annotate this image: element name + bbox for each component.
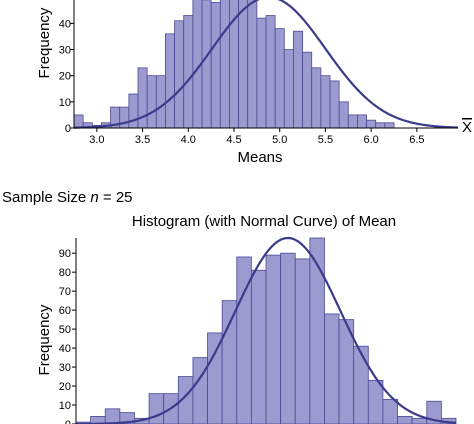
histogram-bar bbox=[165, 33, 175, 129]
histogram-bar bbox=[250, 269, 267, 424]
y-tick-label: 10 bbox=[59, 97, 71, 109]
y-axis-label: Frequency bbox=[36, 7, 53, 78]
means-normal-curve bbox=[73, 0, 459, 129]
histogram-bar bbox=[73, 114, 84, 129]
x-axis-end-label: X bbox=[462, 119, 472, 136]
histogram-bar bbox=[155, 75, 166, 129]
histogram-bar bbox=[357, 114, 367, 129]
y-tick-label: 70 bbox=[59, 286, 71, 298]
y-axis-label: Frequency bbox=[36, 304, 53, 375]
histogram-bar bbox=[382, 398, 398, 424]
histogram-bar bbox=[411, 417, 428, 424]
histogram-bar bbox=[146, 75, 157, 129]
histogram-bar bbox=[384, 122, 395, 129]
y-tick-label: 30 bbox=[59, 45, 71, 57]
y-tick-label: 40 bbox=[59, 343, 71, 355]
histogram-bar bbox=[265, 254, 282, 424]
y-tick-label: 50 bbox=[59, 324, 71, 336]
histogram-bar bbox=[324, 313, 340, 424]
histogram-bar bbox=[329, 80, 340, 129]
chart-title: Histogram (with Normal Curve) of Mean bbox=[132, 213, 396, 230]
x-tick-label: 6.5 bbox=[409, 134, 424, 146]
histogram-bar bbox=[183, 15, 194, 129]
x-tick-label: 4.0 bbox=[181, 134, 196, 146]
histogram-bar bbox=[294, 258, 311, 424]
histogram-bar bbox=[347, 114, 358, 129]
histogram-bar bbox=[119, 106, 130, 129]
y-tick-label: 80 bbox=[59, 267, 71, 279]
sample-size-variable: n bbox=[90, 189, 98, 206]
sample-size-suffix: = 25 bbox=[99, 189, 133, 206]
means-histogram-axes: 0 10 20 30 40 3.0 3.5 4.0 4.5 5.0 5.5 6.0 6.5 bbox=[59, 0, 458, 146]
histogram-bar bbox=[247, 0, 258, 129]
sample-size-label: Sample Size n = 25 bbox=[2, 189, 133, 206]
x-tick-label: 3.0 bbox=[89, 134, 104, 146]
y-tick-label: 20 bbox=[59, 381, 71, 393]
y-tick-label: 30 bbox=[59, 362, 71, 374]
histogram-bar bbox=[201, 0, 212, 129]
histogram-bar bbox=[366, 119, 377, 129]
y-tick-label: 10 bbox=[59, 400, 71, 412]
histogram-bar bbox=[207, 332, 223, 424]
histogram-bar bbox=[280, 252, 296, 424]
histogram-bar bbox=[338, 101, 349, 129]
y-tick-label: 20 bbox=[59, 71, 71, 83]
histogram-bar bbox=[311, 67, 322, 129]
x-tick-label: 5.5 bbox=[318, 134, 333, 146]
histogram-bar bbox=[265, 15, 276, 129]
y-tick-label: 0 bbox=[65, 123, 71, 135]
histogram-bar bbox=[128, 93, 139, 129]
histogram-bar bbox=[256, 17, 267, 129]
y-tick-label: 90 bbox=[59, 248, 71, 260]
histogram-bar bbox=[353, 345, 369, 424]
histogram-bar bbox=[174, 20, 185, 129]
histogram-bar bbox=[104, 408, 121, 424]
histogram-bar bbox=[302, 51, 313, 129]
histogram-bar bbox=[192, 357, 208, 424]
y-tick-label: 40 bbox=[59, 18, 71, 30]
histogram-bar bbox=[148, 393, 165, 424]
histogram-bar bbox=[219, 0, 230, 129]
histogram-bar bbox=[320, 75, 331, 129]
histogram-bar bbox=[375, 122, 386, 129]
y-tick-label: 60 bbox=[59, 305, 71, 317]
histogram-bar bbox=[221, 300, 238, 424]
histogram-bar bbox=[274, 28, 285, 129]
x-tick-label: 3.5 bbox=[135, 134, 150, 146]
mean-normal-curve bbox=[76, 236, 457, 424]
histogram-bar bbox=[210, 2, 221, 129]
mean-histogram-bars bbox=[75, 237, 457, 424]
histogram-bar bbox=[367, 379, 384, 424]
sample-size-prefix: Sample Size bbox=[2, 189, 90, 206]
histogram-bar bbox=[293, 30, 303, 129]
x-tick-label: 4.5 bbox=[226, 134, 241, 146]
mean-histogram-chart: Histogram (with Normal Curve) of Mean 0 1… bbox=[36, 213, 457, 424]
histogram-bar bbox=[283, 49, 294, 129]
histogram-bar bbox=[238, 0, 249, 129]
x-axis-label: Means bbox=[237, 149, 282, 166]
histogram-bar bbox=[397, 416, 413, 424]
x-tick-label: 5.0 bbox=[272, 134, 287, 146]
mean-histogram-axes: 0 10 20 30 40 50 60 70 80 90 bbox=[59, 238, 77, 424]
y-tick-label: 0 bbox=[65, 419, 71, 424]
x-tick-label: 6.0 bbox=[363, 134, 378, 146]
